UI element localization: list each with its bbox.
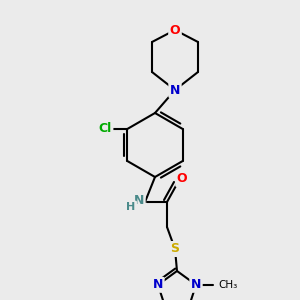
Text: N: N xyxy=(134,194,144,206)
Text: Cl: Cl xyxy=(99,122,112,136)
Text: N: N xyxy=(170,83,180,97)
Text: N: N xyxy=(153,278,163,291)
Text: O: O xyxy=(170,23,180,37)
Text: N: N xyxy=(191,278,201,291)
Text: CH₃: CH₃ xyxy=(218,280,237,290)
Text: S: S xyxy=(170,242,179,256)
Text: O: O xyxy=(177,172,187,185)
Text: H: H xyxy=(126,202,136,212)
